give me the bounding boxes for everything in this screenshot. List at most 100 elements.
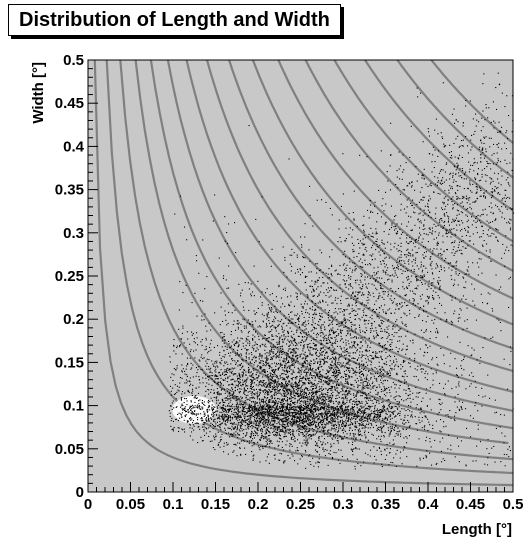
data-point [356, 404, 358, 406]
data-point [366, 420, 368, 422]
data-point [362, 385, 364, 387]
data-point [278, 390, 280, 392]
data-point [268, 417, 270, 419]
data-point [253, 378, 255, 380]
data-point [369, 397, 371, 399]
data-point [284, 416, 286, 418]
data-point [362, 414, 364, 416]
data-point [348, 360, 350, 362]
data-point [219, 393, 221, 395]
data-point [229, 346, 231, 348]
data-point [285, 388, 287, 390]
data-point [231, 413, 233, 415]
data-point [201, 339, 203, 341]
data-point [229, 416, 231, 418]
data-point [299, 393, 301, 395]
data-point [182, 404, 184, 406]
data-point [218, 381, 220, 383]
data-point [288, 345, 290, 347]
data-point [341, 436, 343, 438]
data-point [287, 339, 289, 341]
data-point [271, 377, 273, 379]
data-point [235, 397, 237, 399]
data-point [303, 408, 305, 410]
data-point [324, 357, 326, 359]
data-point [308, 392, 310, 394]
data-point [230, 345, 232, 347]
data-point [322, 407, 324, 409]
data-point [176, 347, 178, 349]
data-point [271, 348, 273, 350]
data-point [272, 375, 274, 377]
data-point [395, 424, 397, 426]
data-point [216, 400, 218, 402]
data-point [390, 408, 392, 410]
data-point [389, 370, 391, 372]
data-point [248, 353, 250, 355]
data-point [238, 355, 240, 357]
data-point [318, 386, 320, 388]
data-point [275, 417, 277, 419]
data-point [245, 390, 247, 392]
data-point [302, 409, 304, 411]
data-point [265, 422, 267, 424]
data-point [361, 337, 363, 339]
data-point [344, 410, 346, 412]
data-point [277, 397, 279, 399]
data-point [271, 369, 273, 371]
data-point [331, 414, 333, 416]
data-point [252, 379, 254, 381]
data-point [376, 428, 378, 430]
data-point [276, 336, 278, 338]
data-point [216, 421, 218, 423]
data-point [231, 422, 233, 424]
data-point [365, 426, 367, 428]
data-point [274, 371, 276, 373]
data-point [387, 427, 389, 429]
data-point [236, 353, 238, 355]
data-point [342, 397, 344, 399]
data-point [261, 433, 263, 435]
data-point [270, 399, 272, 401]
data-point [265, 429, 267, 431]
data-point [402, 419, 404, 421]
data-point [333, 408, 335, 410]
data-point [195, 367, 197, 369]
data-point [172, 400, 174, 402]
data-point [273, 416, 275, 418]
data-point [359, 410, 361, 412]
data-point [332, 346, 334, 348]
data-point [389, 411, 391, 413]
data-point [295, 421, 297, 423]
data-point [281, 398, 283, 400]
data-point [292, 384, 294, 386]
data-point [245, 353, 247, 355]
data-point [268, 419, 270, 421]
data-point [379, 426, 381, 428]
data-point [391, 411, 393, 413]
data-point [408, 421, 410, 423]
data-point [274, 425, 276, 427]
data-point [177, 420, 179, 422]
data-point [330, 401, 332, 403]
data-point [202, 382, 204, 384]
data-point [354, 403, 356, 405]
data-point [241, 367, 243, 369]
data-point [398, 395, 400, 397]
data-point [359, 423, 361, 425]
data-point [426, 436, 428, 438]
data-point [333, 420, 335, 422]
data-point [312, 367, 314, 369]
data-point [331, 360, 333, 362]
data-point [425, 392, 427, 394]
data-point [419, 391, 421, 393]
data-point [272, 417, 274, 419]
data-point [256, 379, 258, 381]
data-point [259, 429, 261, 431]
data-point [336, 411, 338, 413]
data-point [362, 373, 364, 375]
data-point [293, 420, 295, 422]
data-point [298, 413, 300, 415]
data-point [284, 367, 286, 369]
data-point [269, 439, 271, 441]
